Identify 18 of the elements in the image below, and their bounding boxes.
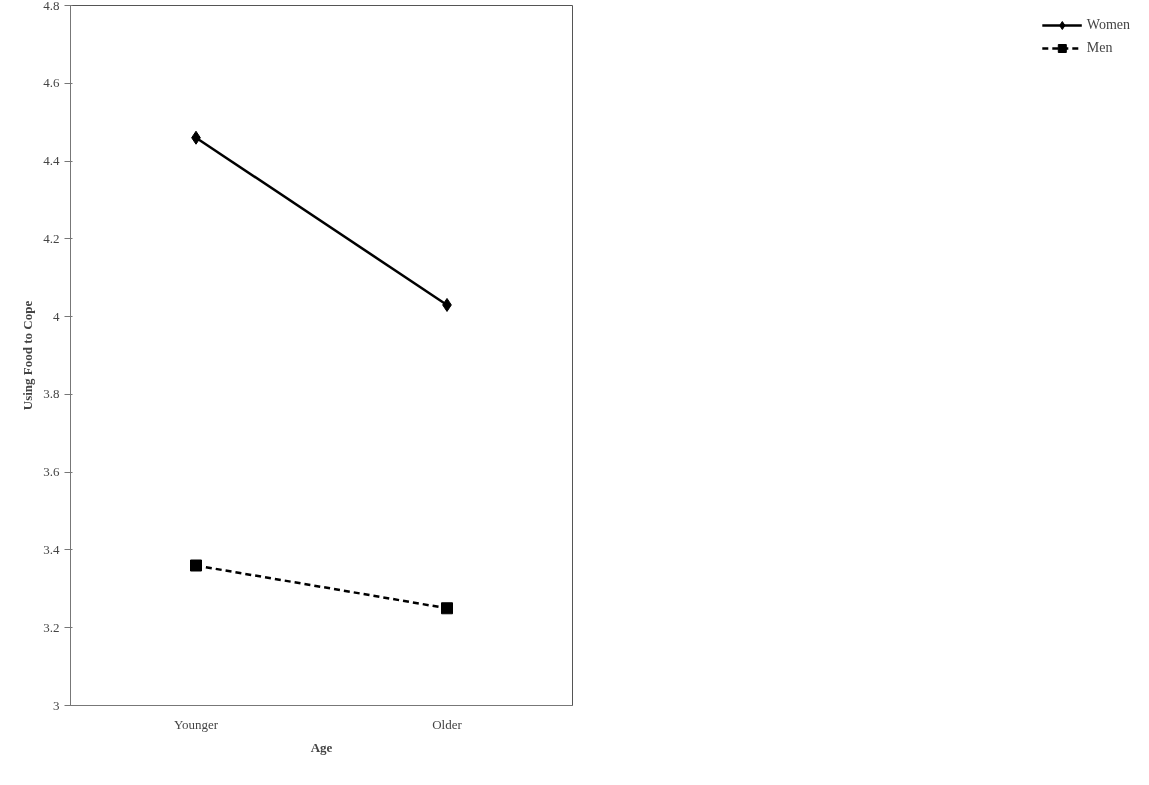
y-tick-label: 3.2	[43, 619, 60, 635]
point	[190, 559, 202, 572]
x-tick-label: Younger	[173, 716, 219, 732]
y-tick-label: 4.2	[43, 230, 60, 246]
y-axis-title: Using Food to Cope	[20, 300, 36, 411]
y-tick-label: 4.6	[43, 75, 60, 91]
y-tick-label: 4.8	[43, 0, 60, 13]
legend-label: Women	[1086, 17, 1130, 33]
y-tick-label: 3.8	[43, 386, 60, 402]
y-tick-label: 3.6	[43, 464, 60, 480]
y-tick-label: 4	[53, 308, 60, 324]
x-axis-title: Age	[310, 739, 333, 755]
x-tick-label: Older	[432, 716, 463, 732]
y-tick-label: 3	[53, 697, 60, 713]
y-tick-label: 4.4	[43, 153, 60, 169]
y-tick-label: 3.4	[43, 541, 60, 557]
legend-label: Men	[1086, 40, 1113, 56]
point	[441, 602, 453, 615]
